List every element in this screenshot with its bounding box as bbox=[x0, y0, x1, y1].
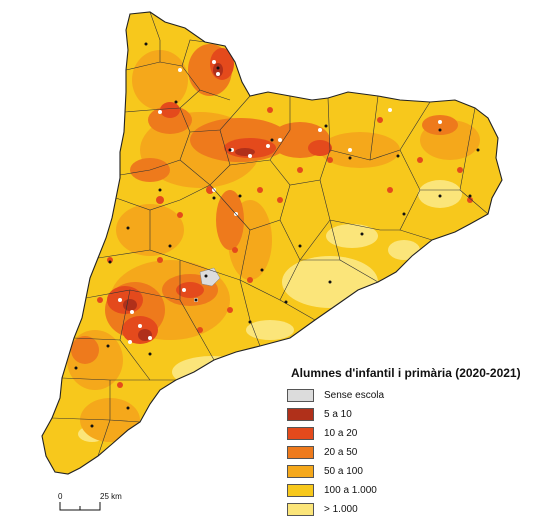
legend-item: 20 a 50 bbox=[287, 443, 527, 462]
legend-label: 20 a 50 bbox=[324, 447, 358, 458]
scale-end-label: 25 km bbox=[100, 492, 122, 501]
legend-label: 50 a 100 bbox=[324, 466, 363, 477]
legend-swatch bbox=[287, 484, 314, 497]
capital-markers bbox=[74, 42, 480, 428]
legend-swatch bbox=[287, 408, 314, 421]
legend-label: > 1.000 bbox=[324, 504, 358, 515]
legend-label: 5 a 10 bbox=[324, 409, 352, 420]
scale-start-label: 0 bbox=[58, 492, 63, 501]
legend-items: Sense escola 5 a 10 10 a 20 20 a 50 50 a 100… bbox=[287, 386, 527, 519]
legend-swatch bbox=[287, 503, 314, 516]
legend-item: > 1.000 bbox=[287, 500, 527, 519]
legend-swatch bbox=[287, 465, 314, 478]
legend-label: 10 a 20 bbox=[324, 428, 358, 439]
legend-item: Sense escola bbox=[287, 386, 527, 405]
scale-bar: 0 25 km bbox=[58, 492, 138, 516]
legend-title: Alumnes d'infantil i primària (2020-2021… bbox=[291, 366, 521, 380]
map-legend: Alumnes d'infantil i primària (2020-2021… bbox=[287, 366, 527, 519]
legend-item: 10 a 20 bbox=[287, 424, 527, 443]
comarca-borders bbox=[51, 12, 489, 457]
legend-swatch bbox=[287, 446, 314, 459]
scale-line bbox=[59, 502, 101, 511]
legend-swatch bbox=[287, 389, 314, 402]
legend-item: 5 a 10 bbox=[287, 405, 527, 424]
legend-label: 100 a 1.000 bbox=[324, 485, 377, 496]
legend-item: 50 a 100 bbox=[287, 462, 527, 481]
legend-label: Sense escola bbox=[324, 390, 385, 401]
legend-item: 100 a 1.000 bbox=[287, 481, 527, 500]
legend-swatch bbox=[287, 427, 314, 440]
